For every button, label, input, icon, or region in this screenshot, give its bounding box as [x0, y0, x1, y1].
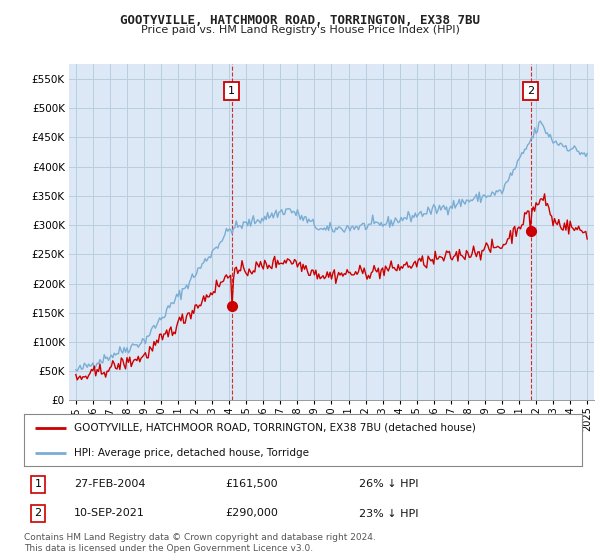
Text: GOOTYVILLE, HATCHMOOR ROAD, TORRINGTON, EX38 7BU: GOOTYVILLE, HATCHMOOR ROAD, TORRINGTON, …: [120, 14, 480, 27]
Text: 1: 1: [34, 479, 41, 489]
Text: Price paid vs. HM Land Registry's House Price Index (HPI): Price paid vs. HM Land Registry's House …: [140, 25, 460, 35]
Text: 26% ↓ HPI: 26% ↓ HPI: [359, 479, 418, 489]
Text: 1: 1: [228, 86, 235, 96]
Text: GOOTYVILLE, HATCHMOOR ROAD, TORRINGTON, EX38 7BU (detached house): GOOTYVILLE, HATCHMOOR ROAD, TORRINGTON, …: [74, 423, 476, 433]
Text: £290,000: £290,000: [225, 508, 278, 519]
Text: 23% ↓ HPI: 23% ↓ HPI: [359, 508, 418, 519]
Text: £161,500: £161,500: [225, 479, 278, 489]
Text: 2: 2: [34, 508, 41, 519]
Text: HPI: Average price, detached house, Torridge: HPI: Average price, detached house, Torr…: [74, 447, 309, 458]
Text: 2: 2: [527, 86, 535, 96]
Text: 10-SEP-2021: 10-SEP-2021: [74, 508, 145, 519]
Text: Contains HM Land Registry data © Crown copyright and database right 2024.
This d: Contains HM Land Registry data © Crown c…: [24, 533, 376, 553]
Text: 27-FEB-2004: 27-FEB-2004: [74, 479, 146, 489]
